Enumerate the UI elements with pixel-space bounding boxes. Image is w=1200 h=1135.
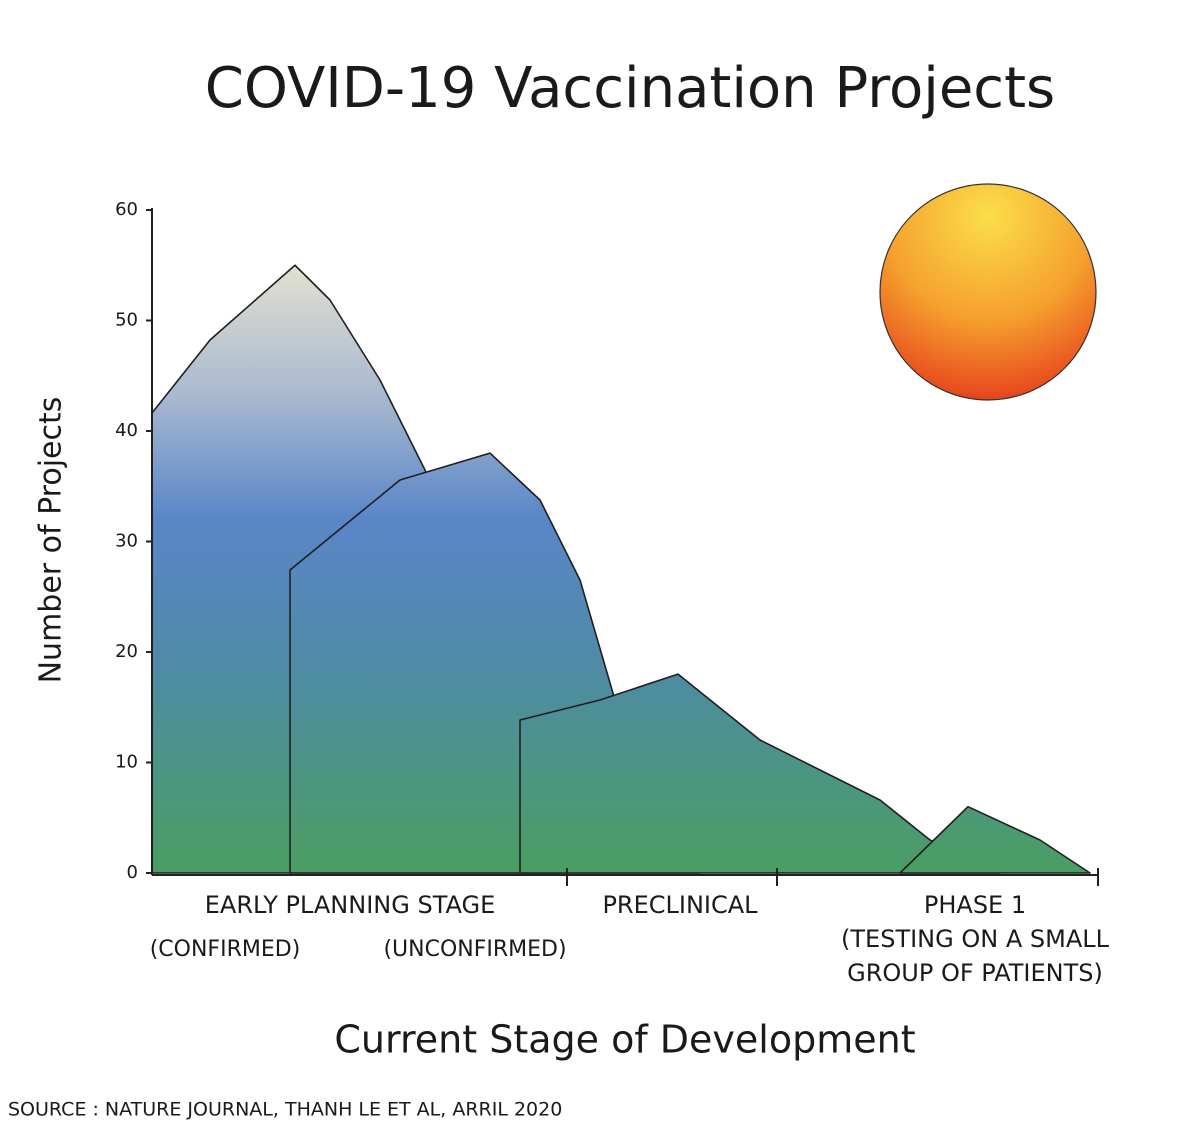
source: SOURCE : NATURE JOURNAL, THANH LE ET AL,… <box>8 1099 562 1121</box>
stage-note: (TESTING ON A SMALL <box>841 925 1110 953</box>
y-tick-label: 20 <box>115 641 138 662</box>
y-axis-label: Number of Projects <box>34 397 69 684</box>
y-tick-label: 40 <box>115 420 138 441</box>
category-label: (UNCONFIRMED) <box>383 937 566 962</box>
stage-label: PRECLINICAL <box>602 891 758 919</box>
mountains <box>151 264 1091 874</box>
y-tick-label: 60 <box>115 199 138 220</box>
stage-label: EARLY PLANNING STAGE <box>205 891 496 919</box>
stage-note: GROUP OF PATIENTS) <box>847 959 1103 987</box>
stage-label: PHASE 1 <box>924 891 1026 919</box>
mountain <box>899 805 1091 874</box>
y-tick-label: 10 <box>115 752 138 773</box>
y-tick-label: 0 <box>127 862 138 883</box>
sun <box>879 183 1097 401</box>
category-label: (CONFIRMED) <box>150 937 301 962</box>
y-tick-label: 50 <box>115 310 138 331</box>
y-tick-label: 30 <box>115 531 138 552</box>
mountain <box>519 673 1001 874</box>
chart-title: COVID-19 Vaccination Projects <box>205 56 1055 121</box>
x-axis-label: Current Stage of Development <box>334 1018 915 1062</box>
